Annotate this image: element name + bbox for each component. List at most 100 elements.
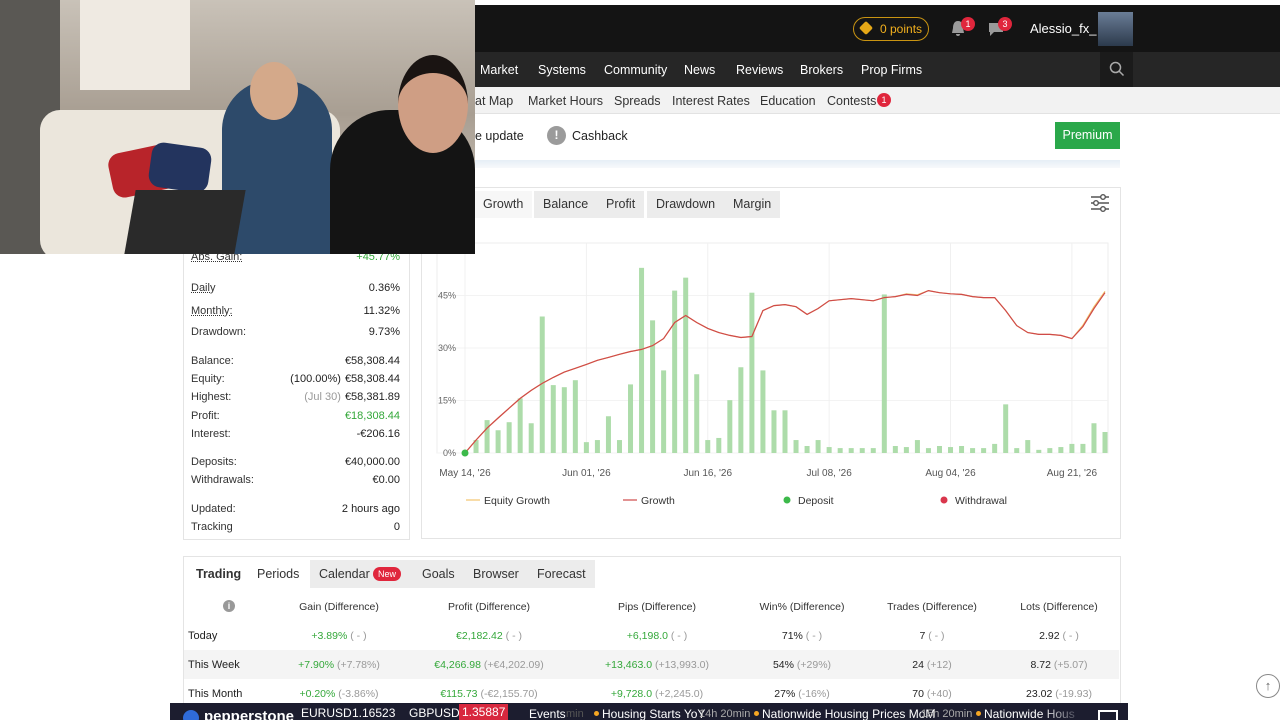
cell-difference: (+2,245.0) bbox=[654, 688, 704, 700]
bar bbox=[881, 294, 887, 453]
bar bbox=[628, 384, 634, 453]
faded-text: min bbox=[566, 708, 584, 720]
cell: €2,182.42 ( - ) bbox=[456, 630, 522, 642]
filter-icon[interactable] bbox=[1090, 194, 1110, 212]
subnav-item[interactable]: Interest Rates bbox=[672, 94, 750, 108]
cell-value: +3.89% bbox=[311, 630, 348, 642]
x-tick-label: Aug 04, '26 bbox=[925, 468, 976, 479]
bar bbox=[1080, 443, 1086, 453]
stat-value: €40,000.00 bbox=[344, 456, 400, 468]
stat-value: -€206.16 bbox=[356, 428, 400, 440]
cell: +3.89% ( - ) bbox=[311, 630, 366, 642]
search-button[interactable] bbox=[1100, 52, 1133, 87]
bar bbox=[936, 446, 942, 453]
cell-difference: (+12) bbox=[926, 659, 952, 671]
cell-difference: (+13,993.0) bbox=[654, 659, 709, 671]
bar bbox=[992, 443, 998, 453]
contests-badge: 1 bbox=[877, 93, 891, 107]
scroll-top-button[interactable]: ↑ bbox=[1256, 674, 1280, 698]
cell-difference: ( - ) bbox=[670, 630, 688, 642]
x-tick-label: Jun 16, '26 bbox=[683, 468, 732, 479]
chart-panel bbox=[421, 187, 1121, 539]
y-tick-label: 15% bbox=[438, 396, 456, 406]
chart-tab[interactable]: Drawdown bbox=[647, 191, 725, 218]
legend-label: Equity Growth bbox=[484, 495, 550, 507]
bar bbox=[948, 447, 954, 453]
nav-bar bbox=[475, 52, 1280, 87]
points-badge[interactable] bbox=[853, 17, 929, 41]
cell-difference: (+5.07) bbox=[1053, 659, 1088, 671]
stat-value: 0 bbox=[393, 521, 400, 533]
tab[interactable]: Forecast bbox=[528, 560, 595, 588]
bar bbox=[959, 446, 965, 453]
y-tick-label: 30% bbox=[438, 343, 456, 353]
bar bbox=[506, 422, 512, 453]
bar bbox=[903, 447, 909, 453]
bar bbox=[826, 447, 832, 453]
tab[interactable]: Trading bbox=[187, 560, 251, 588]
cell: 2.92 ( - ) bbox=[1039, 630, 1079, 642]
chart-tab[interactable]: Margin bbox=[724, 191, 781, 218]
nav-item[interactable]: Prop Firms bbox=[861, 63, 923, 77]
bar bbox=[870, 448, 876, 453]
update-link[interactable]: e update bbox=[475, 129, 524, 143]
cell: €4,266.98 (+€4,202.09) bbox=[434, 659, 543, 671]
nav-item[interactable]: Community bbox=[604, 63, 668, 77]
stat-value: 11.32% bbox=[363, 305, 401, 317]
bar bbox=[760, 370, 766, 453]
cell: 71% ( - ) bbox=[782, 630, 822, 642]
nav-item[interactable]: News bbox=[684, 63, 716, 77]
column-header: Pips (Difference) bbox=[617, 601, 697, 613]
subnav-item[interactable]: Contests bbox=[827, 94, 877, 108]
avatar[interactable] bbox=[1098, 12, 1133, 46]
bar bbox=[815, 440, 821, 453]
tab[interactable]: Periods bbox=[248, 560, 309, 588]
cell-difference: (+40) bbox=[926, 688, 952, 700]
cashback-link[interactable]: Cashback bbox=[572, 129, 628, 143]
cell-value: 71% bbox=[781, 630, 803, 642]
ticker-fade bbox=[1040, 703, 1085, 720]
bar bbox=[1014, 448, 1020, 453]
tab[interactable]: Browser bbox=[464, 560, 528, 588]
y-tick-label: 0% bbox=[443, 448, 456, 458]
subnav-item[interactable]: Market Hours bbox=[528, 94, 604, 108]
nav-item[interactable]: Brokers bbox=[800, 63, 844, 77]
event-dot bbox=[594, 711, 599, 716]
nav-item[interactable]: Reviews bbox=[736, 63, 784, 77]
brand-logo bbox=[183, 710, 199, 720]
event-dot bbox=[754, 711, 759, 716]
bar bbox=[473, 440, 479, 453]
bar bbox=[661, 370, 667, 453]
stat-value: €58,308.44 bbox=[344, 355, 400, 367]
cell-difference: ( - ) bbox=[805, 630, 823, 642]
tab[interactable]: Calendar bbox=[310, 560, 418, 588]
message-badge: 3 bbox=[998, 17, 1012, 31]
cell-difference: (+€4,202.09) bbox=[483, 659, 544, 671]
nav-item[interactable]: Systems bbox=[538, 63, 586, 77]
chart-tab[interactable]: Profit bbox=[597, 191, 645, 218]
subnav-item[interactable]: Spreads bbox=[614, 94, 661, 108]
stat-label: Withdrawals: bbox=[191, 474, 254, 486]
subnav-item[interactable]: at Map bbox=[475, 94, 514, 108]
info-icon[interactable]: i bbox=[223, 600, 235, 612]
bar bbox=[561, 387, 567, 453]
subnav-item[interactable]: Education bbox=[760, 94, 816, 108]
webcam-laptop bbox=[124, 190, 246, 254]
tab[interactable]: Goals bbox=[413, 560, 464, 588]
bar bbox=[738, 367, 744, 453]
username[interactable]: Alessio_fx_ bbox=[1030, 21, 1097, 36]
bar bbox=[1102, 432, 1108, 453]
tab-label: Calendar bbox=[319, 567, 370, 581]
cell: +0.20% (-3.86%) bbox=[299, 688, 378, 700]
chart-tab[interactable]: Balance bbox=[534, 191, 598, 218]
bar bbox=[1069, 443, 1075, 453]
cell: +9,728.0 (+2,245.0) bbox=[611, 688, 703, 700]
ticker-toggle[interactable] bbox=[1098, 710, 1118, 720]
premium-button[interactable]: Premium bbox=[1055, 122, 1120, 149]
stat-note: (100.00%) bbox=[290, 373, 341, 385]
chart-tab[interactable]: Growth bbox=[474, 191, 533, 218]
cell-value: 54% bbox=[772, 659, 794, 671]
cell-value: 8.72 bbox=[1030, 659, 1051, 671]
nav-item[interactable]: Market bbox=[480, 63, 519, 77]
